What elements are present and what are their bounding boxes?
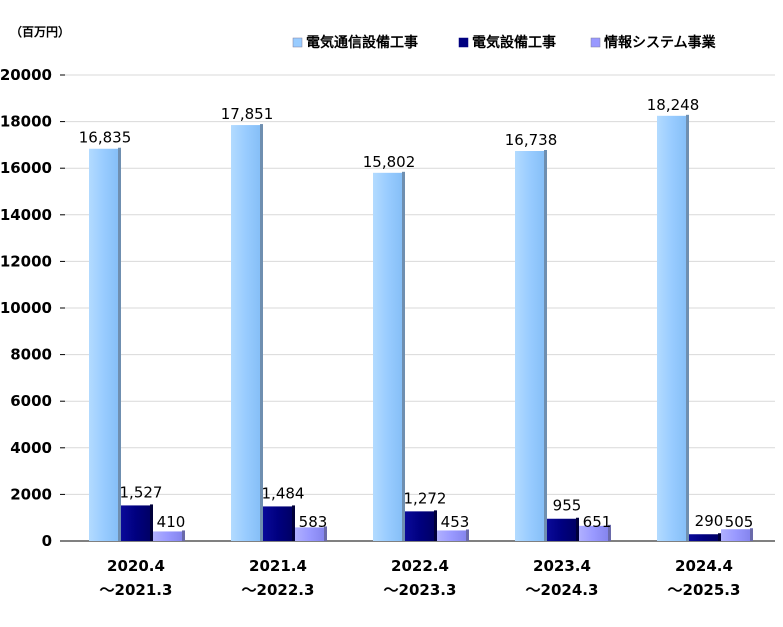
bar-side — [750, 528, 753, 541]
unit-label: （百万円） — [10, 24, 70, 39]
bar — [263, 506, 292, 541]
bar-side — [608, 524, 611, 541]
y-tick-label: 4000 — [10, 439, 52, 457]
x-tick-label: 2021.4 — [249, 557, 307, 575]
bar — [689, 534, 718, 541]
x-axis: 2020.4 ～2021.3 2021.4 ～2022.3 2022.4 ～2023.3 2… — [100, 557, 741, 599]
bar-side — [402, 171, 405, 541]
bar-side — [118, 147, 121, 541]
data-label: 17,851 — [221, 105, 274, 123]
bar — [373, 172, 402, 541]
data-label: 290 — [695, 512, 724, 530]
data-label: 16,835 — [79, 129, 132, 147]
bar-side — [324, 526, 327, 541]
x-tick-label: 2022.4 — [391, 557, 449, 575]
y-tick-label: 20000 — [0, 66, 52, 84]
bar — [721, 529, 750, 541]
bar-side — [544, 150, 547, 542]
bar — [515, 151, 544, 542]
bar-side — [718, 533, 721, 541]
legend-label: 電気設備工事 — [472, 34, 556, 51]
bar — [89, 148, 118, 541]
bar — [295, 527, 324, 541]
x-tick-label: ～2023.3 — [384, 581, 457, 599]
bars — [89, 114, 753, 542]
data-label: 1,484 — [262, 484, 305, 502]
y-tick-label: 6000 — [10, 392, 52, 410]
legend: 電気通信設備工事 電気設備工事 情報システム事業 — [292, 34, 717, 51]
bar — [121, 505, 150, 541]
data-label: 410 — [157, 513, 186, 531]
data-label: 453 — [441, 513, 470, 531]
y-tick-label: 18000 — [0, 113, 52, 131]
y-tick-label: 16000 — [0, 159, 52, 177]
bar-side — [686, 114, 689, 542]
legend-swatch — [292, 37, 303, 48]
bar-side — [182, 530, 185, 541]
y-tick-label: 0 — [42, 532, 52, 550]
y-tick-label: 10000 — [0, 299, 52, 317]
data-label: 1,272 — [404, 489, 447, 507]
x-tick-label: ～2022.3 — [242, 581, 315, 599]
bar-side — [292, 505, 295, 541]
data-label: 955 — [553, 497, 582, 515]
data-label: 1,527 — [120, 483, 163, 501]
bar — [657, 115, 686, 542]
bar — [231, 125, 260, 541]
y-tick-label: 8000 — [10, 346, 52, 364]
bar-side — [260, 124, 263, 541]
data-labels: 16,835 1,527 410 17,851 1,484 583 15,802 1,272 4… — [79, 96, 754, 531]
legend-swatch — [590, 37, 601, 48]
legend-label: 情報システム事業 — [604, 34, 717, 51]
bar — [437, 530, 466, 541]
data-label: 15,802 — [363, 153, 416, 171]
x-tick-label: 2023.4 — [533, 557, 591, 575]
data-label: 583 — [299, 513, 328, 531]
bar — [547, 518, 576, 541]
legend-label: 電気通信設備工事 — [306, 34, 418, 51]
legend-swatch — [458, 37, 469, 48]
data-label: 16,738 — [505, 131, 558, 149]
data-label: 651 — [583, 513, 612, 531]
y-tick-label: 2000 — [10, 485, 52, 503]
x-tick-label: ～2024.3 — [526, 581, 599, 599]
bar-side — [150, 504, 153, 541]
y-tick-label: 14000 — [0, 206, 52, 224]
data-label: 18,248 — [647, 96, 700, 114]
data-label: 505 — [725, 513, 754, 531]
y-tick-label: 12000 — [0, 252, 52, 270]
bar — [153, 531, 182, 541]
x-tick-label: 2024.4 — [675, 557, 733, 575]
bar-side — [576, 517, 579, 541]
bar — [579, 525, 608, 541]
x-tick-label: ～2025.3 — [668, 581, 741, 599]
y-axis: 0 2000 4000 6000 8000 10000 12000 14000 16000 180… — [0, 66, 65, 550]
bar-side — [434, 510, 437, 541]
x-tick-label: 2020.4 — [107, 557, 165, 575]
bar — [405, 511, 434, 541]
bar-side — [466, 529, 469, 541]
gridlines — [65, 74, 775, 542]
x-tick-label: ～2021.3 — [100, 581, 173, 599]
